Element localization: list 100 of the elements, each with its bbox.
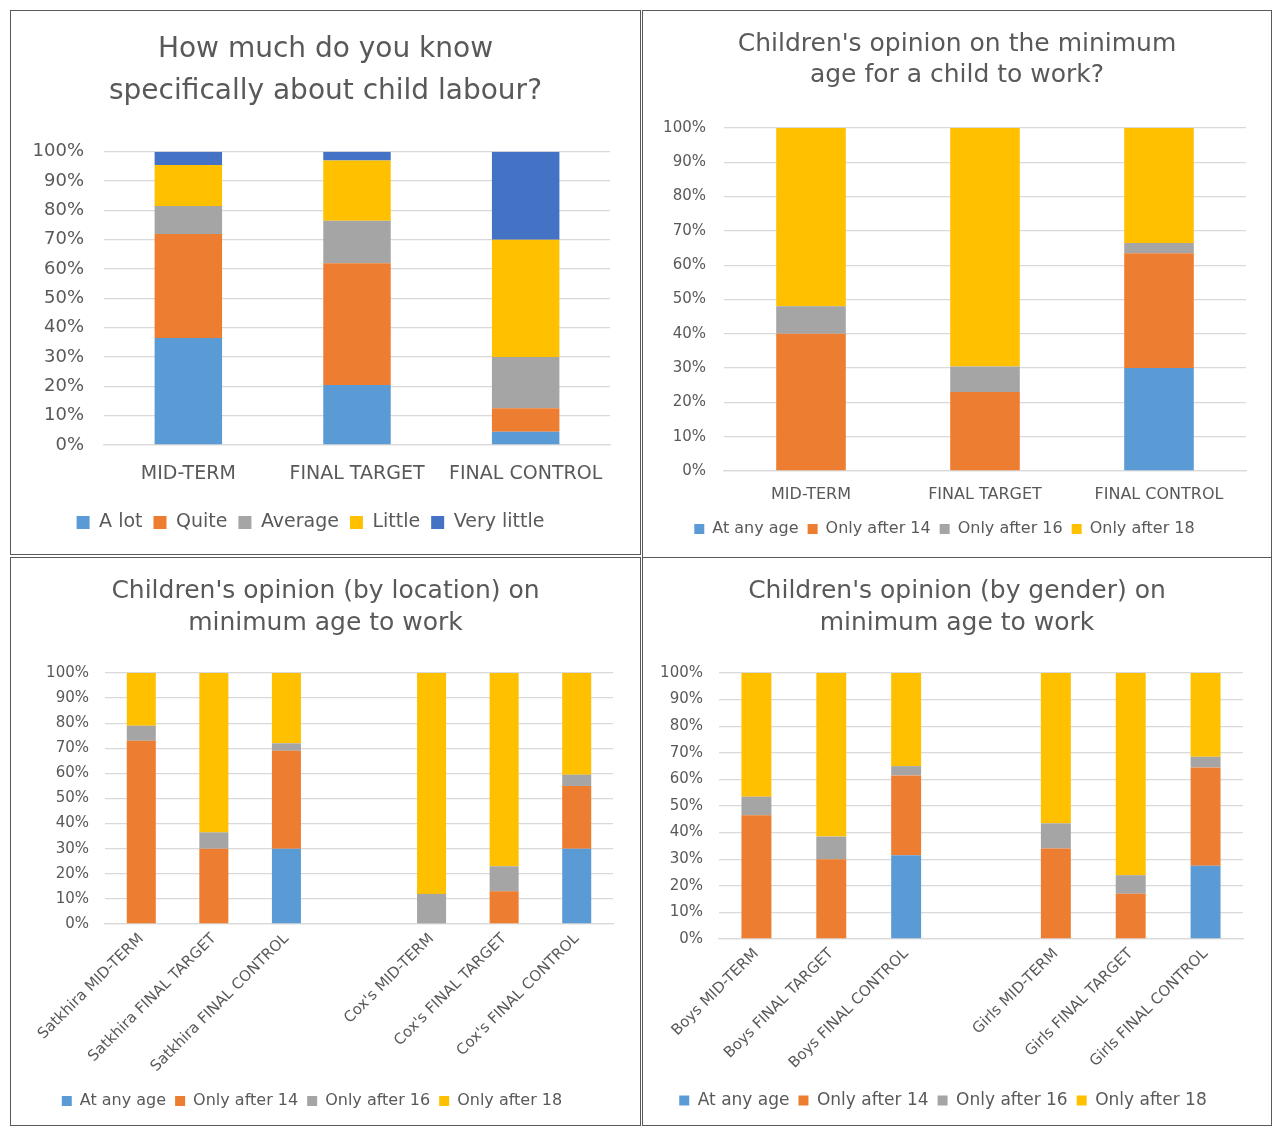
x-tick-label: FINAL CONTROL (1094, 483, 1224, 503)
bar (126, 725, 156, 741)
bar (271, 743, 301, 751)
y-tick-label: 30% (43, 344, 84, 366)
y-tick-label: 70% (43, 227, 84, 249)
bar (562, 848, 592, 924)
bar (491, 151, 560, 240)
legend-label: Only after 14 (193, 1090, 299, 1110)
y-tick-label: 70% (55, 738, 89, 757)
y-tick-label: 20% (43, 374, 84, 396)
bar (154, 206, 223, 234)
y-tick-label: 100% (46, 662, 89, 681)
bar (491, 431, 560, 445)
y-tick-label: 10% (55, 888, 89, 907)
bar (562, 785, 592, 849)
y-tick-label: 60% (669, 769, 703, 788)
legend-label: Only after 18 (457, 1090, 563, 1110)
y-tick-label: 40% (43, 315, 84, 337)
y-tick-label: 70% (669, 742, 703, 761)
legend-label: Only after 18 (1095, 1088, 1207, 1109)
y-tick-label: 100% (663, 117, 706, 136)
bar (1124, 368, 1194, 471)
y-tick-label: 90% (55, 687, 89, 706)
legend-label: Only after 14 (825, 518, 931, 538)
bar (776, 128, 846, 307)
y-tick-label: 10% (43, 403, 84, 425)
bar (417, 893, 447, 924)
bar (126, 740, 156, 924)
y-tick-label: 30% (672, 357, 706, 376)
y-tick-label: 60% (43, 256, 84, 278)
bar (741, 673, 772, 797)
chart-title: Children's opinion (by location) on minimum age to work (110, 574, 541, 638)
y-tick-label: 100% (660, 662, 703, 681)
y-tick-label: 50% (669, 795, 703, 814)
bar (891, 775, 922, 856)
y-tick-label: 0% (682, 460, 706, 479)
bar (271, 673, 301, 744)
bar (489, 673, 519, 867)
y-tick-label: 0% (65, 913, 89, 932)
bar (891, 673, 922, 767)
x-tick-label: FINAL TARGET (289, 461, 425, 484)
bar (323, 384, 391, 445)
bar (891, 855, 922, 939)
legend-label: Very little (453, 509, 545, 532)
bar (562, 673, 592, 775)
legend-label: At any age (697, 1088, 790, 1109)
bar (950, 392, 1020, 471)
y-tick-label: 10% (672, 426, 706, 445)
bar (154, 233, 223, 338)
y-tick-label: 80% (669, 716, 703, 735)
bar (323, 263, 391, 385)
y-tick-label: 0% (679, 928, 703, 947)
bar (1190, 865, 1221, 939)
y-tick-label: 60% (672, 255, 706, 274)
chart-title: Children's opinion on the minimum age for a child to work? (736, 27, 1178, 89)
bar (741, 796, 772, 816)
y-tick-label: 40% (669, 822, 703, 841)
legend-label: Only after 14 (816, 1088, 929, 1109)
bar (154, 337, 223, 445)
y-tick-label: 50% (43, 286, 84, 308)
x-tick-label: FINAL TARGET (928, 483, 1043, 503)
bar (1040, 848, 1071, 939)
y-tick-label: 80% (55, 713, 89, 732)
chart-title: Children's opinion (by gender) on minimum age to work (747, 574, 1167, 638)
bar (154, 151, 223, 165)
bar (1190, 756, 1221, 768)
bar (776, 306, 846, 334)
bar (562, 774, 592, 786)
y-tick-label: 60% (55, 763, 89, 782)
y-tick-label: 50% (672, 289, 706, 308)
x-tick-label: MID-TERM (140, 461, 236, 484)
legend-label: At any age (79, 1090, 167, 1110)
y-tick-label: 80% (43, 198, 84, 220)
bar (489, 866, 519, 892)
y-tick-label: 10% (669, 902, 703, 921)
y-tick-label: 30% (669, 849, 703, 868)
bar (891, 766, 922, 776)
legend-label: Only after 16 (956, 1088, 1068, 1109)
legend-label: Only after 16 (957, 518, 1063, 538)
legend-label: Only after 16 (325, 1090, 431, 1110)
bar (199, 832, 229, 849)
bar (1124, 253, 1194, 369)
y-tick-label: 100% (32, 139, 84, 161)
bar (154, 164, 223, 207)
y-tick-label: 80% (672, 186, 706, 205)
bar (1040, 823, 1071, 849)
bar (1190, 767, 1221, 866)
bar (271, 750, 301, 849)
y-tick-label: 40% (672, 323, 706, 342)
y-tick-label: 0% (55, 432, 84, 454)
y-tick-label: 40% (55, 813, 89, 832)
y-tick-label: 20% (672, 392, 706, 411)
y-tick-label: 70% (672, 220, 706, 239)
bar (1115, 673, 1146, 876)
y-tick-label: 90% (672, 152, 706, 171)
bar (741, 815, 772, 939)
legend-label: At any age (712, 518, 799, 538)
bar (816, 673, 847, 837)
bar (1115, 893, 1146, 939)
bar (816, 859, 847, 939)
